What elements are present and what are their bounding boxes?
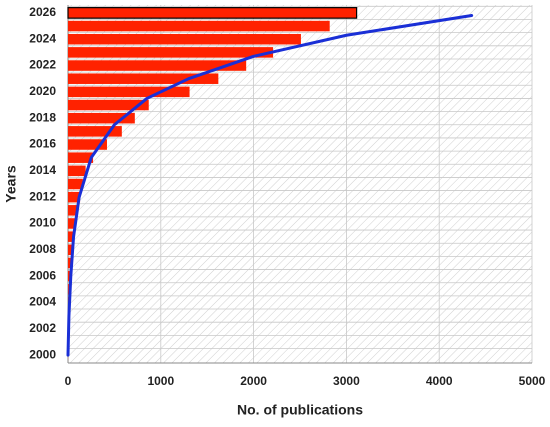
bar [68, 191, 81, 203]
y-tick-label: 2010 [29, 216, 56, 230]
bar [68, 218, 75, 229]
x-axis-title: No. of publications [237, 402, 363, 418]
y-tick-label: 2002 [29, 321, 56, 335]
trend-line [66, 14, 474, 357]
bar [68, 20, 330, 32]
bar [68, 126, 122, 137]
y-tick-label: 2024 [29, 31, 56, 45]
y-tick-label: 2016 [29, 137, 56, 151]
bar [68, 47, 274, 58]
bar [68, 99, 149, 111]
y-tick-label: 2022 [29, 58, 56, 72]
x-tick-label: 4000 [426, 374, 453, 388]
bar [68, 33, 301, 45]
bar [68, 257, 71, 269]
y-tick-label: 2004 [29, 295, 56, 309]
bar [68, 86, 190, 98]
bar [68, 231, 74, 242]
bar [68, 73, 219, 84]
x-tick-label: 0 [65, 374, 72, 388]
bar [68, 178, 83, 190]
bar [68, 60, 247, 71]
x-tick-label: 2000 [240, 374, 267, 388]
y-tick-label: 2026 [29, 5, 56, 19]
y-tick-label: 2000 [29, 347, 56, 361]
y-tick-label: 2012 [29, 189, 56, 203]
y-tick-label: 2018 [29, 110, 56, 124]
y-tick-label: 2008 [29, 242, 56, 256]
x-tick-label: 3000 [333, 374, 360, 388]
x-tick-label: 1000 [147, 374, 174, 388]
y-tick-label: 2020 [29, 84, 56, 98]
bar [68, 244, 73, 256]
bar [68, 165, 86, 177]
y-tick-label: 2014 [29, 163, 56, 177]
bar [68, 112, 135, 124]
bar [68, 139, 107, 150]
y-axis-title: Years [3, 165, 19, 203]
bar [68, 205, 78, 216]
bar [68, 270, 70, 282]
x-tick-label: 5000 [519, 374, 546, 388]
y-tick-label: 2006 [29, 268, 56, 282]
bar [67, 7, 358, 19]
bar [68, 152, 94, 163]
bar [68, 284, 69, 295]
